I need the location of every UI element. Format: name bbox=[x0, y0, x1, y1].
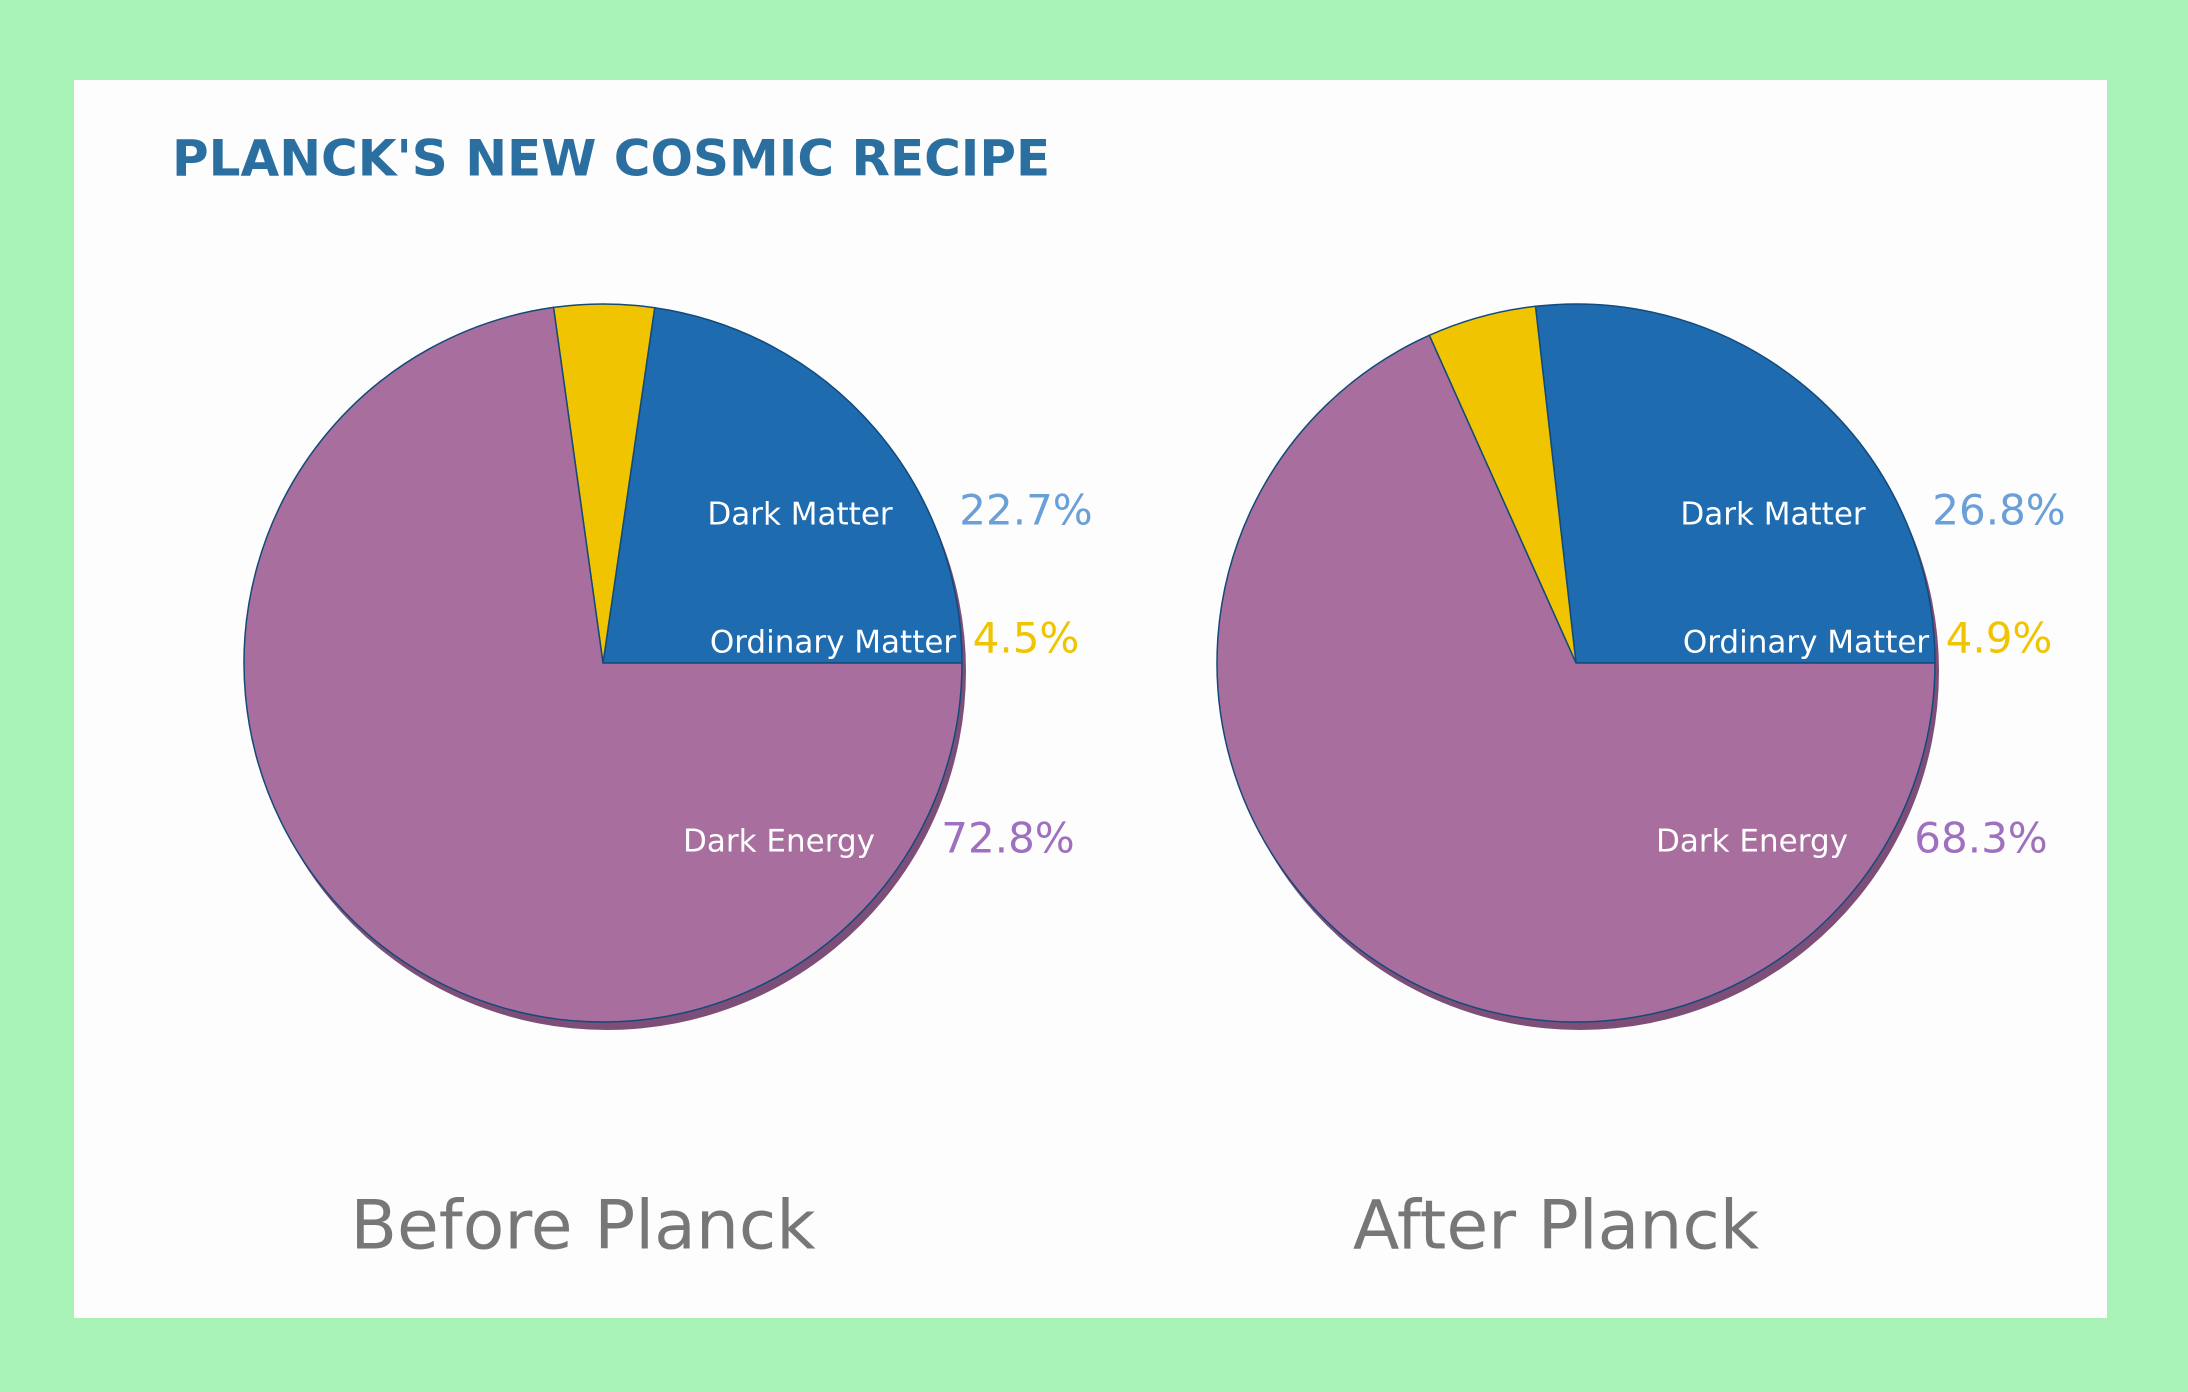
pie-slice bbox=[602, 306, 963, 664]
value-label: 26.8% bbox=[1932, 486, 2065, 535]
pie-title: Before Planck bbox=[350, 1187, 816, 1266]
value-label: 22.7% bbox=[959, 486, 1092, 535]
value-label: 68.3% bbox=[1914, 814, 2047, 863]
value-label: 4.9% bbox=[1946, 614, 2053, 663]
slice-label: Ordinary Matter bbox=[710, 625, 957, 661]
pie-slice bbox=[1534, 303, 1936, 664]
page-title: PLANCK'S NEW COSMIC RECIPE bbox=[172, 130, 1050, 188]
slice-label: Dark Matter bbox=[1680, 497, 1866, 533]
slice-label: Dark Energy bbox=[683, 824, 875, 860]
value-label: 72.8% bbox=[941, 814, 1074, 863]
pie-slice bbox=[243, 306, 963, 1023]
pie-slice bbox=[1216, 334, 1936, 1023]
slice-label: Ordinary Matter bbox=[1683, 625, 1930, 661]
pie-title: After Planck bbox=[1353, 1187, 1760, 1266]
value-label: 4.5% bbox=[973, 614, 1080, 663]
slice-label: Dark Energy bbox=[1656, 824, 1848, 860]
slice-label: Dark Matter bbox=[707, 497, 893, 533]
